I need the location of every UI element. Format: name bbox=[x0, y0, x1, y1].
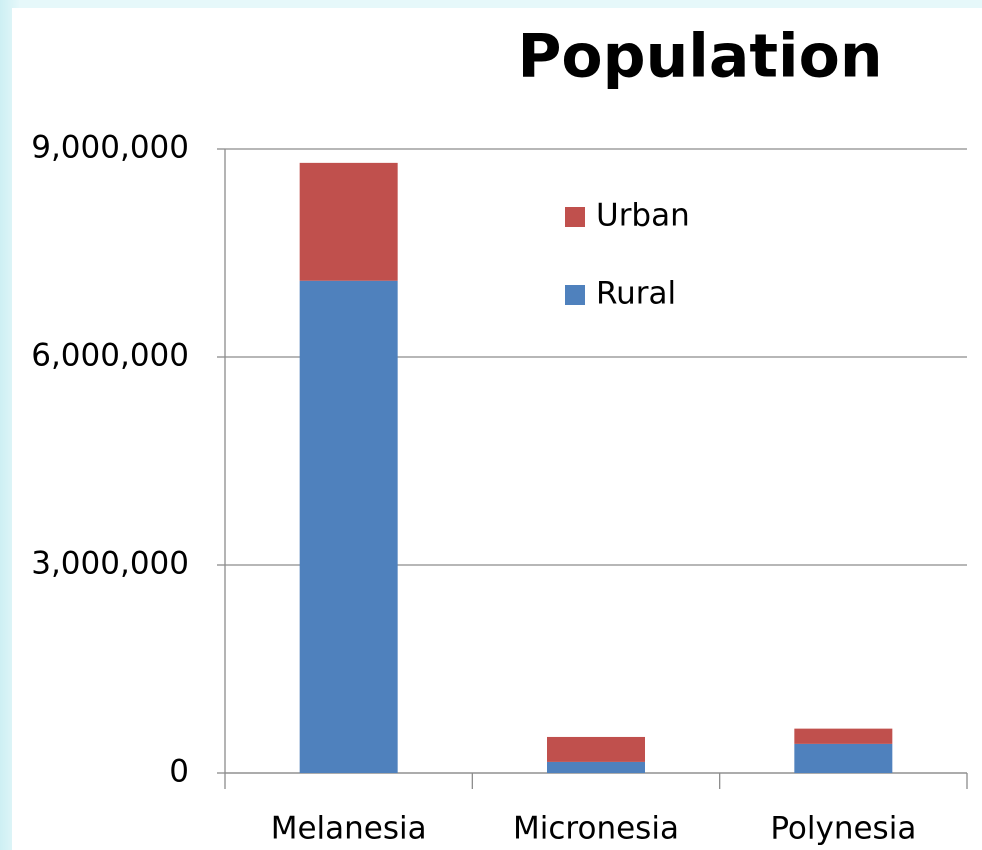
x-tick-label: Melanesia bbox=[271, 811, 427, 847]
y-tick-label: 6,000,000 bbox=[31, 338, 189, 374]
chart-area bbox=[12, 8, 982, 850]
y-tick-label: 9,000,000 bbox=[31, 130, 189, 166]
chart-title: Population bbox=[517, 22, 882, 92]
bar-segment bbox=[547, 761, 645, 773]
bar-segment bbox=[794, 728, 893, 744]
legend-label: Rural bbox=[596, 276, 676, 312]
y-tick-label: 0 bbox=[169, 754, 189, 790]
legend-swatch bbox=[565, 207, 585, 227]
legend-swatch bbox=[565, 285, 585, 305]
bar-segment bbox=[547, 736, 645, 762]
y-tick-label: 3,000,000 bbox=[31, 546, 189, 582]
x-tick-label: Polynesia bbox=[770, 811, 916, 847]
legend-label: Urban bbox=[596, 198, 690, 234]
bar-segment bbox=[794, 743, 893, 773]
bar-segment bbox=[299, 280, 398, 773]
bar-segment bbox=[299, 162, 398, 281]
x-tick-label: Micronesia bbox=[513, 811, 679, 847]
